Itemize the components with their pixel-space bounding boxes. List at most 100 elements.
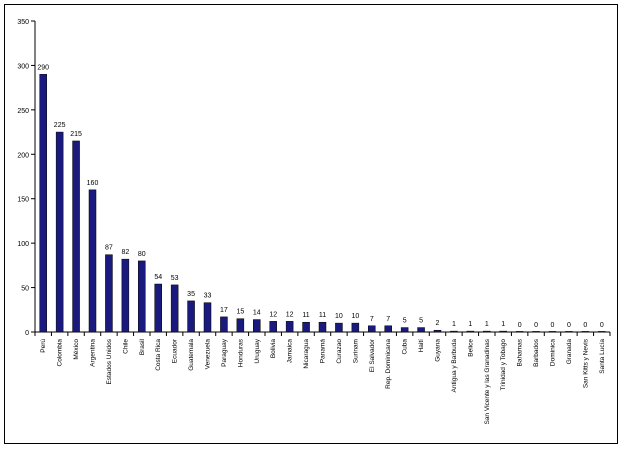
data-label: 290: [37, 64, 49, 71]
data-label: 33: [204, 293, 212, 300]
data-label: 2: [436, 320, 440, 327]
x-tick-label: Uruguay: [254, 338, 261, 363]
x-tick-label: Trinidad y Tobago: [500, 339, 507, 391]
bar: [400, 327, 409, 333]
x-tick-label: Santa Lucía: [599, 339, 606, 374]
bar: [55, 131, 64, 333]
bar: [433, 329, 442, 333]
data-label: 80: [138, 251, 146, 258]
data-label: 0: [518, 322, 522, 329]
x-tick-label: Rep. Dominicana: [385, 339, 392, 389]
bar: [318, 321, 327, 333]
bar: [236, 318, 245, 333]
x-tick-label: Bahamas: [517, 338, 524, 366]
x-tick-label: Curazao: [336, 339, 343, 364]
y-tick-label: 50: [21, 286, 29, 293]
bar: [39, 74, 47, 333]
x-tick-label: Belice: [467, 339, 474, 357]
x-tick-label: San Vicente y las Granadinas: [484, 338, 491, 424]
bar: [203, 302, 212, 333]
data-label: 0: [551, 322, 555, 329]
x-tick-label: Granada: [566, 339, 573, 365]
bar: [384, 325, 392, 333]
data-label: 0: [567, 322, 571, 329]
y-tick-label: 200: [17, 152, 29, 159]
x-tick-label: Estados Unidos: [106, 338, 113, 384]
x-tick-label: Paraguay: [221, 338, 228, 367]
x-tick-label: Haití: [418, 339, 425, 353]
bar: [483, 330, 491, 333]
x-tick-label: Venezuela: [205, 339, 212, 370]
bar: [138, 260, 146, 333]
data-label: 225: [54, 122, 66, 129]
x-tick-label: Argentina: [90, 339, 97, 367]
bar: [253, 319, 261, 333]
bar: [368, 325, 376, 333]
data-label: 0: [583, 322, 587, 329]
x-tick-label: Brasil: [139, 338, 146, 355]
data-label: 11: [302, 312, 309, 319]
bar: [565, 331, 573, 333]
x-tick-label: Guatemala: [188, 339, 195, 371]
x-tick-label: Barbados: [533, 338, 540, 367]
data-label: 1: [485, 321, 489, 328]
y-tick-label: 0: [25, 330, 29, 337]
bar: [154, 283, 162, 333]
x-tick-label: San Kitts y Nevis: [582, 338, 589, 388]
y-tick-label: 100: [17, 241, 29, 248]
x-tick-label: Nicaragua: [303, 339, 310, 369]
bar: [532, 331, 540, 333]
data-label: 1: [452, 321, 456, 328]
data-label: 12: [286, 311, 294, 318]
bar: [450, 330, 458, 333]
data-label: 53: [171, 275, 179, 282]
y-tick-label: 150: [17, 197, 29, 204]
data-label: 82: [121, 249, 129, 256]
bar: [269, 321, 277, 333]
bar: [220, 316, 228, 333]
bar: [548, 331, 557, 333]
y-tick-label: 250: [17, 108, 29, 115]
y-tick-label: 300: [17, 63, 29, 70]
data-label: 14: [253, 310, 261, 317]
x-tick-label: Costa Rica: [155, 339, 162, 371]
x-tick-label: México: [73, 339, 80, 360]
bar: [105, 254, 113, 333]
data-label: 87: [105, 245, 113, 252]
bar: [121, 258, 130, 333]
bar: [187, 300, 195, 333]
x-tick-label: Honduras: [237, 338, 244, 367]
y-tick-label: 350: [17, 19, 29, 26]
x-tick-label: Antigua y Barbuda: [451, 339, 458, 393]
bar: [335, 322, 343, 333]
x-tick-label: Bolivia: [270, 339, 277, 359]
x-tick-label: Colombia: [57, 339, 64, 367]
bar: [515, 331, 524, 333]
x-tick-label: Panamá: [320, 339, 327, 364]
data-label: 5: [403, 318, 407, 325]
bar: [598, 331, 606, 333]
data-label: 10: [335, 313, 343, 320]
bar: [351, 322, 360, 333]
data-label: 17: [220, 307, 228, 314]
data-label: 11: [319, 312, 326, 319]
bar: [581, 331, 590, 333]
bar: [302, 321, 310, 333]
data-label: 215: [70, 131, 82, 138]
data-label: 0: [600, 322, 604, 329]
data-label: 7: [386, 316, 390, 323]
data-label: 15: [236, 309, 244, 316]
bar: [88, 189, 97, 333]
data-label: 5: [419, 318, 423, 325]
x-tick-label: Ecuador: [172, 338, 179, 363]
x-tick-label: Chile: [122, 339, 129, 354]
data-label: 10: [351, 313, 359, 320]
bar: [499, 330, 507, 333]
bar: [417, 327, 425, 333]
chart-frame: [4, 4, 618, 444]
bar: [170, 284, 179, 333]
data-label: 35: [187, 291, 195, 298]
bar: [285, 321, 294, 333]
data-label: 1: [468, 321, 472, 328]
